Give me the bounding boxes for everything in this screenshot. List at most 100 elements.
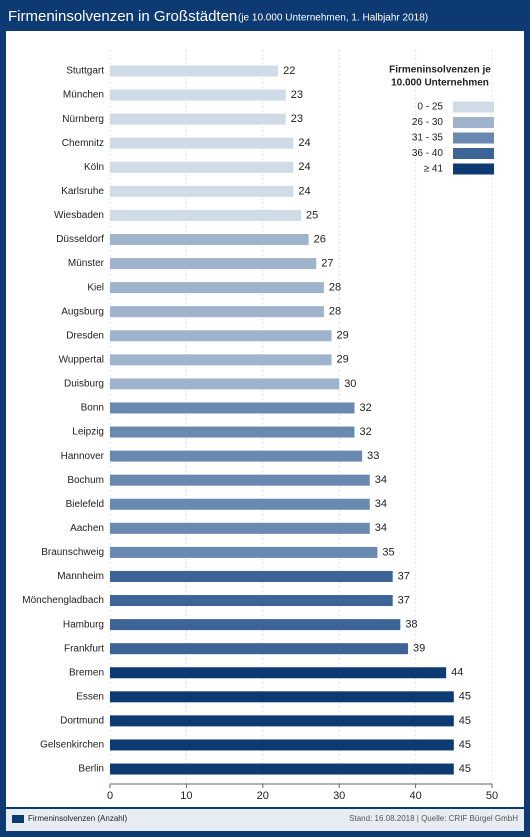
value-label: 32 (359, 426, 371, 438)
legend-swatch (453, 101, 494, 113)
bar (110, 643, 408, 655)
value-label: 27 (321, 257, 333, 269)
category-label: Wuppertal (59, 354, 104, 365)
series-swatch (12, 815, 24, 823)
bar (110, 763, 454, 775)
bar (110, 282, 324, 294)
category-label: Düsseldorf (56, 234, 104, 245)
category-label: Augsburg (61, 306, 104, 317)
value-label: 28 (329, 306, 341, 318)
category-label: Stuttgart (66, 66, 104, 77)
legend-swatch (453, 163, 494, 175)
category-label: Dresden (66, 330, 104, 341)
chart-title: Firmeninsolvenzen in Großstädten (8, 8, 237, 25)
legend-label: ≥ 41 (424, 164, 444, 175)
value-label: 44 (451, 667, 463, 679)
bar (110, 185, 294, 197)
value-label: 30 (344, 378, 356, 390)
bar (110, 450, 363, 462)
value-label: 34 (375, 522, 387, 534)
value-label: 45 (459, 763, 471, 775)
category-label: Hannover (61, 451, 105, 462)
value-label: 45 (459, 739, 471, 751)
value-label: 34 (375, 474, 387, 486)
x-tick-label: 10 (180, 790, 192, 802)
value-label: 35 (382, 546, 394, 558)
x-tick-label: 20 (257, 790, 269, 802)
category-label: Bonn (81, 403, 104, 414)
bar (110, 570, 393, 582)
category-label: Hamburg (63, 619, 104, 630)
legend-title: 10.000 Unternehmen (391, 78, 489, 89)
category-label: Bochum (67, 475, 104, 486)
value-label: 33 (367, 450, 379, 462)
category-label: Karlsruhe (61, 186, 104, 197)
value-label: 37 (398, 570, 410, 582)
category-label: Gelsenkirchen (40, 740, 104, 751)
legend-label: 31 - 35 (412, 133, 444, 144)
category-label: Chemnitz (62, 138, 104, 149)
category-label: Dortmund (60, 716, 104, 727)
value-label: 23 (291, 89, 303, 101)
value-label: 29 (337, 354, 349, 366)
category-label: Mannheim (57, 571, 104, 582)
category-label: Kiel (87, 282, 104, 293)
bar (110, 715, 454, 727)
legend-label: 0 - 25 (417, 102, 443, 113)
category-label: Münster (68, 258, 105, 269)
bar (110, 209, 301, 221)
legend-swatch (453, 148, 494, 159)
bar (110, 474, 370, 486)
source: Stand: 16.08.2018 | Quelle: CRIF Bürgel … (349, 814, 518, 823)
bar (110, 330, 332, 342)
value-label: 39 (413, 643, 425, 655)
bar (110, 113, 286, 125)
bar (110, 89, 286, 101)
chart-subtitle: (je 10.000 Unternehmen, 1. Halbjahr 2018… (238, 13, 428, 24)
value-label: 23 (291, 113, 303, 125)
bar (110, 378, 340, 390)
bar (110, 161, 294, 173)
x-tick-label: 0 (107, 790, 113, 802)
bar (110, 522, 370, 534)
value-label: 22 (283, 65, 295, 77)
value-label: 24 (298, 137, 310, 149)
category-label: Braunschweig (41, 547, 104, 558)
category-label: Leipzig (72, 427, 104, 438)
category-label: Nürnberg (62, 114, 104, 125)
bar (110, 595, 393, 607)
legend-swatch (453, 117, 494, 128)
legend-title: Firmeninsolvenzen je (389, 65, 491, 76)
bar (110, 739, 454, 751)
bar (110, 306, 324, 318)
value-label: 32 (359, 402, 371, 414)
category-label: Essen (76, 691, 104, 702)
legend-label: 36 - 40 (412, 148, 444, 159)
series-name: Firmeninsolvenzen (Anzahl) (28, 814, 127, 823)
value-label: 45 (459, 715, 471, 727)
value-label: 37 (398, 594, 410, 606)
legend-label: 26 - 30 (412, 117, 444, 128)
bar (110, 426, 355, 438)
category-label: Berlin (78, 764, 104, 775)
bar (110, 233, 309, 245)
category-label: Aachen (70, 523, 104, 534)
category-label: München (63, 90, 104, 101)
value-label: 45 (459, 691, 471, 703)
bar (110, 354, 332, 366)
bar (110, 546, 378, 558)
value-label: 38 (405, 619, 417, 631)
x-tick-label: 30 (333, 790, 345, 802)
value-label: 25 (306, 209, 318, 221)
bar (110, 137, 294, 149)
bar (110, 498, 370, 510)
category-label: Wiesbaden (54, 210, 104, 221)
value-label: 28 (329, 282, 341, 294)
bar (110, 402, 355, 414)
bar (110, 667, 447, 679)
category-label: Mönchengladbach (22, 595, 104, 606)
value-label: 29 (337, 330, 349, 342)
category-label: Duisburg (64, 379, 104, 390)
